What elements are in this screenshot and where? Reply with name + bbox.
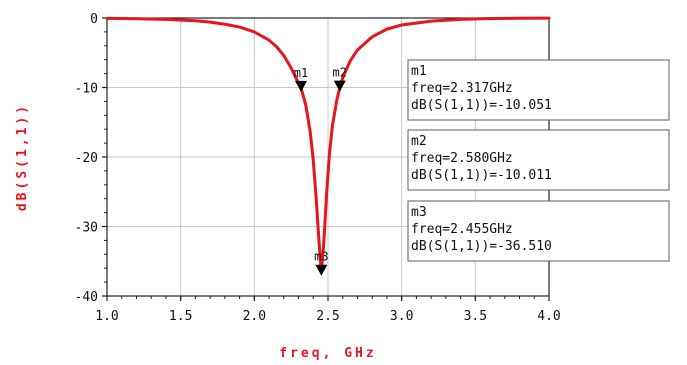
y-tick-label: -10 — [75, 82, 98, 97]
trace-layer — [105, 16, 551, 274]
marker-m2-triangle[interactable] — [333, 80, 346, 92]
readout-m3: m3 freq=2.455GHz dB(S(1,1))=-36.510 — [407, 200, 670, 262]
readout-marker-name: m2 — [411, 134, 427, 149]
readout-marker-name: m1 — [411, 64, 427, 79]
marker-readouts: m1 freq=2.317GHz dB(S(1,1))=-10.051 m2 freq=… — [407, 59, 670, 262]
x-tick-label: 4.0 — [537, 309, 560, 324]
marker-m3-label: m3 — [314, 250, 328, 264]
x-tick-label: 2.5 — [316, 309, 339, 324]
readout-marker-name: m3 — [411, 205, 427, 220]
y-tick-label: -20 — [75, 151, 98, 166]
y-axis-label: dB(S(1,1)) — [15, 103, 30, 211]
axis-ticks: 1.0 1.5 2.0 2.5 3.0 3.5 4.0 0 -10 -20 -30 -40 — [75, 12, 561, 324]
x-tick-label: 2.0 — [243, 309, 266, 324]
readout-box — [407, 200, 670, 262]
x-tick-label: 1.5 — [169, 309, 192, 324]
readout-freq: freq=2.455GHz — [411, 222, 513, 237]
marker-layer: m1 m2 m3 — [294, 66, 347, 276]
marker-m2-label: m2 — [333, 66, 347, 80]
x-tick-label: 1.0 — [95, 309, 118, 324]
x-tick-label: 3.0 — [390, 309, 413, 324]
marker-m1-triangle[interactable] — [295, 80, 308, 92]
s11-trace-line — [105, 16, 551, 274]
readout-value: dB(S(1,1))=-10.051 — [411, 98, 552, 113]
y-tick-label: 0 — [90, 12, 98, 27]
y-tick-label: -30 — [75, 221, 98, 236]
readout-value: dB(S(1,1))=-10.011 — [411, 168, 552, 183]
y-tick-label: -40 — [75, 290, 98, 305]
readout-box — [407, 59, 670, 121]
readout-value: dB(S(1,1))=-36.510 — [411, 239, 552, 254]
readout-freq: freq=2.580GHz — [411, 151, 513, 166]
readout-box — [407, 129, 670, 191]
marker-m3-triangle[interactable] — [315, 264, 328, 276]
marker-m1-label: m1 — [294, 66, 308, 80]
readout-m2: m2 freq=2.580GHz dB(S(1,1))=-10.011 — [407, 129, 670, 191]
x-tick-label: 3.5 — [464, 309, 487, 324]
readout-m1: m1 freq=2.317GHz dB(S(1,1))=-10.051 — [407, 59, 670, 121]
readout-freq: freq=2.317GHz — [411, 81, 513, 96]
x-axis-label: freq, GHz — [279, 346, 376, 361]
